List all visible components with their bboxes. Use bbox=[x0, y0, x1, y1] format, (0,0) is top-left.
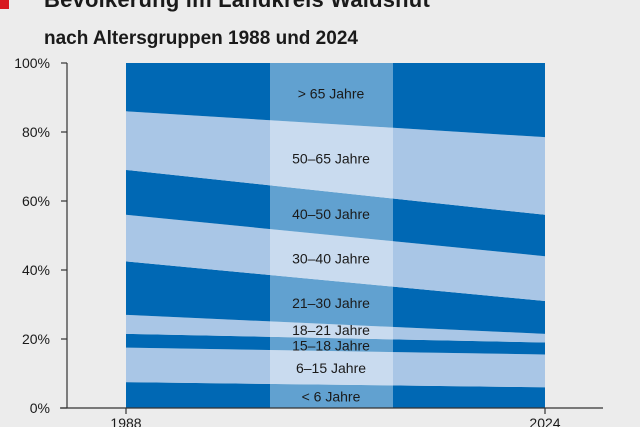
band-label-65-jahre: > 65 Jahre bbox=[298, 86, 365, 102]
band-label-40-50-jahre: 40–50 Jahre bbox=[292, 206, 370, 222]
axes-layer: 0% 20% 40% 60% 80% 100% 1988 2024 bbox=[14, 55, 603, 427]
y-tick-label: 0% bbox=[30, 400, 50, 416]
band-label-30-40-jahre: 30–40 Jahre bbox=[292, 250, 370, 266]
band-6-15-jahre bbox=[126, 347, 545, 388]
title-marker bbox=[0, 0, 9, 9]
x-tick-label: 2024 bbox=[529, 415, 560, 427]
y-tick-label: 80% bbox=[22, 124, 50, 140]
band-50-65-jahre bbox=[126, 111, 545, 215]
y-tick-label: 60% bbox=[22, 193, 50, 209]
highlight-column bbox=[270, 63, 393, 408]
y-tick-label: 40% bbox=[22, 262, 50, 278]
band-30-40-jahre bbox=[126, 214, 545, 302]
band-40-50-jahre bbox=[126, 169, 545, 257]
band-6-jahre bbox=[126, 382, 545, 408]
band-label-15-18-jahre: 15–18 Jahre bbox=[292, 338, 370, 354]
x-tick-label: 1988 bbox=[110, 415, 141, 427]
title-bar: Bevölkerung im Landkreis Waldshut bbox=[0, 0, 640, 22]
band-65-jahre bbox=[126, 63, 545, 138]
band-label-50-65-jahre: 50–65 Jahre bbox=[292, 150, 370, 166]
band-label-6-15-jahre: 6–15 Jahre bbox=[296, 360, 366, 376]
y-tick-label: 100% bbox=[14, 55, 50, 71]
band-18-21-jahre bbox=[126, 314, 545, 343]
band-21-30-jahre bbox=[126, 261, 545, 334]
band-15-18-jahre bbox=[126, 333, 545, 355]
bands-layer bbox=[126, 63, 545, 408]
y-tick-label: 20% bbox=[22, 331, 50, 347]
band-label-21-30-jahre: 21–30 Jahre bbox=[292, 295, 370, 311]
band-label-18-21-jahre: 18–21 Jahre bbox=[292, 322, 370, 338]
band-label-6-jahre: < 6 Jahre bbox=[302, 388, 361, 404]
chart-subtitle: nach Altersgruppen 1988 und 2024 bbox=[44, 28, 358, 49]
chart-title: Bevölkerung im Landkreis Waldshut bbox=[44, 0, 430, 13]
